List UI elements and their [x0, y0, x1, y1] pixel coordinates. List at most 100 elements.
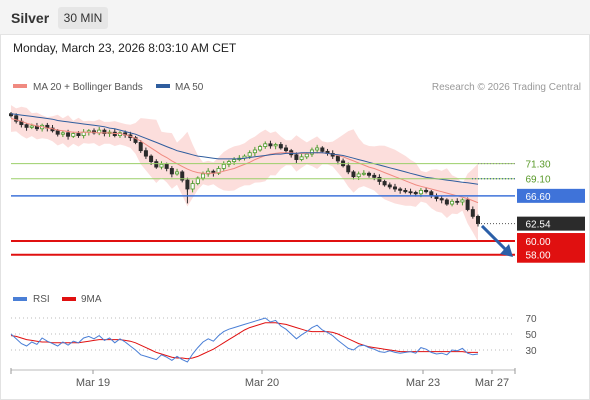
candle-body — [71, 133, 76, 137]
candle-body — [475, 215, 480, 225]
level-pivot: 66.60 — [11, 188, 585, 203]
candle — [315, 144, 320, 154]
copyright-text: Research © 2026 Trading Central — [432, 82, 581, 93]
candle — [268, 140, 273, 149]
candle — [439, 195, 444, 204]
candle-body — [372, 174, 377, 178]
candle — [273, 142, 278, 150]
price-levels: 71.30 69.10 66.60 62.54 60.00 58.00 — [11, 160, 585, 263]
bollinger-band — [11, 105, 478, 242]
rsi-tick-label: 70 — [525, 314, 537, 325]
candle-body — [465, 199, 470, 210]
support-tag — [517, 233, 585, 263]
candle — [180, 170, 185, 183]
candle — [392, 183, 397, 192]
candle-body — [299, 156, 304, 160]
candle — [206, 168, 211, 177]
candle-body — [408, 191, 413, 194]
candle-body — [460, 199, 465, 203]
candle — [60, 130, 65, 138]
candle-body — [247, 152, 252, 157]
last-price-label: 62.54 — [525, 220, 550, 231]
candle-body — [175, 171, 180, 175]
level-resistance: 71.30 — [11, 160, 551, 171]
candle — [8, 111, 13, 118]
candle — [133, 135, 138, 145]
ma20-legend-swatch — [13, 84, 27, 88]
candle-body — [226, 161, 231, 165]
resistance-label: 71.30 — [525, 160, 550, 171]
x-axis: Mar 19 Mar 20 Mar 23 Mar 27 — [10, 368, 516, 389]
candle-body — [8, 113, 13, 117]
candle-body — [143, 150, 148, 157]
candle-body — [169, 168, 174, 175]
candle — [424, 187, 429, 194]
candle-body — [398, 188, 403, 191]
candle — [299, 153, 304, 162]
candle — [252, 146, 257, 157]
forecast-arrow-shaft — [480, 224, 507, 251]
candle-body — [377, 176, 382, 182]
candle-body — [315, 147, 320, 151]
candle-body — [149, 155, 154, 163]
candle-body — [195, 177, 200, 184]
forecast-arrow-head — [500, 243, 513, 257]
candle — [460, 198, 465, 206]
candle-body — [200, 173, 205, 179]
candle-body — [470, 209, 475, 217]
candle — [195, 176, 200, 186]
candle-body — [159, 163, 164, 168]
candle-body — [102, 129, 107, 134]
candle-body — [418, 189, 423, 195]
candle-body — [164, 163, 169, 169]
candle — [216, 166, 221, 175]
rsi-line — [10, 317, 479, 363]
candle-body — [309, 149, 314, 155]
candle-body — [133, 137, 138, 143]
candle-body — [55, 130, 60, 135]
candle — [102, 128, 107, 137]
candle — [382, 179, 387, 187]
candle — [403, 187, 408, 194]
candle — [24, 122, 29, 131]
candle-body — [180, 171, 185, 181]
rsi-plot: 70 50 30 — [10, 314, 537, 363]
candle — [465, 197, 470, 212]
candle-body — [413, 192, 418, 195]
last-price-tag — [517, 216, 585, 231]
rsi-legend-swatch — [13, 297, 27, 301]
candle-body — [278, 144, 283, 149]
chart-datetime: Monday, March 23, 2026 8:03:10 AM CET — [13, 41, 237, 55]
price-plot — [8, 105, 480, 242]
level-support: 60.00 — [11, 237, 551, 248]
ma20-legend-label: MA 20 + Bollinger Bands — [33, 82, 143, 93]
candle-body — [444, 199, 449, 205]
candle-body — [424, 189, 429, 193]
candle-body — [76, 133, 81, 137]
ma50-legend-swatch — [156, 84, 170, 88]
candle — [470, 206, 475, 219]
rsi-ma-legend-label: 9MA — [81, 294, 102, 305]
candle-body — [335, 155, 340, 162]
candle — [351, 170, 356, 180]
candle-body — [252, 149, 257, 154]
candle — [398, 187, 403, 194]
rsi-legend-label: RSI — [33, 294, 50, 305]
interval-button[interactable]: 30 MIN — [58, 7, 108, 29]
candle — [455, 198, 460, 205]
candle — [361, 170, 366, 176]
candle-body — [14, 115, 19, 122]
candle-body — [387, 184, 392, 188]
candle-body — [190, 183, 195, 190]
candle — [444, 198, 449, 206]
candle-body — [24, 124, 29, 128]
level-last: 62.54 — [478, 216, 585, 231]
candle-body — [29, 125, 34, 128]
candle-body — [439, 198, 444, 201]
rsi-ma-line — [10, 322, 478, 360]
ma50-line — [10, 113, 479, 185]
candle — [175, 168, 180, 176]
candle — [159, 161, 164, 170]
candle-body — [273, 144, 278, 147]
